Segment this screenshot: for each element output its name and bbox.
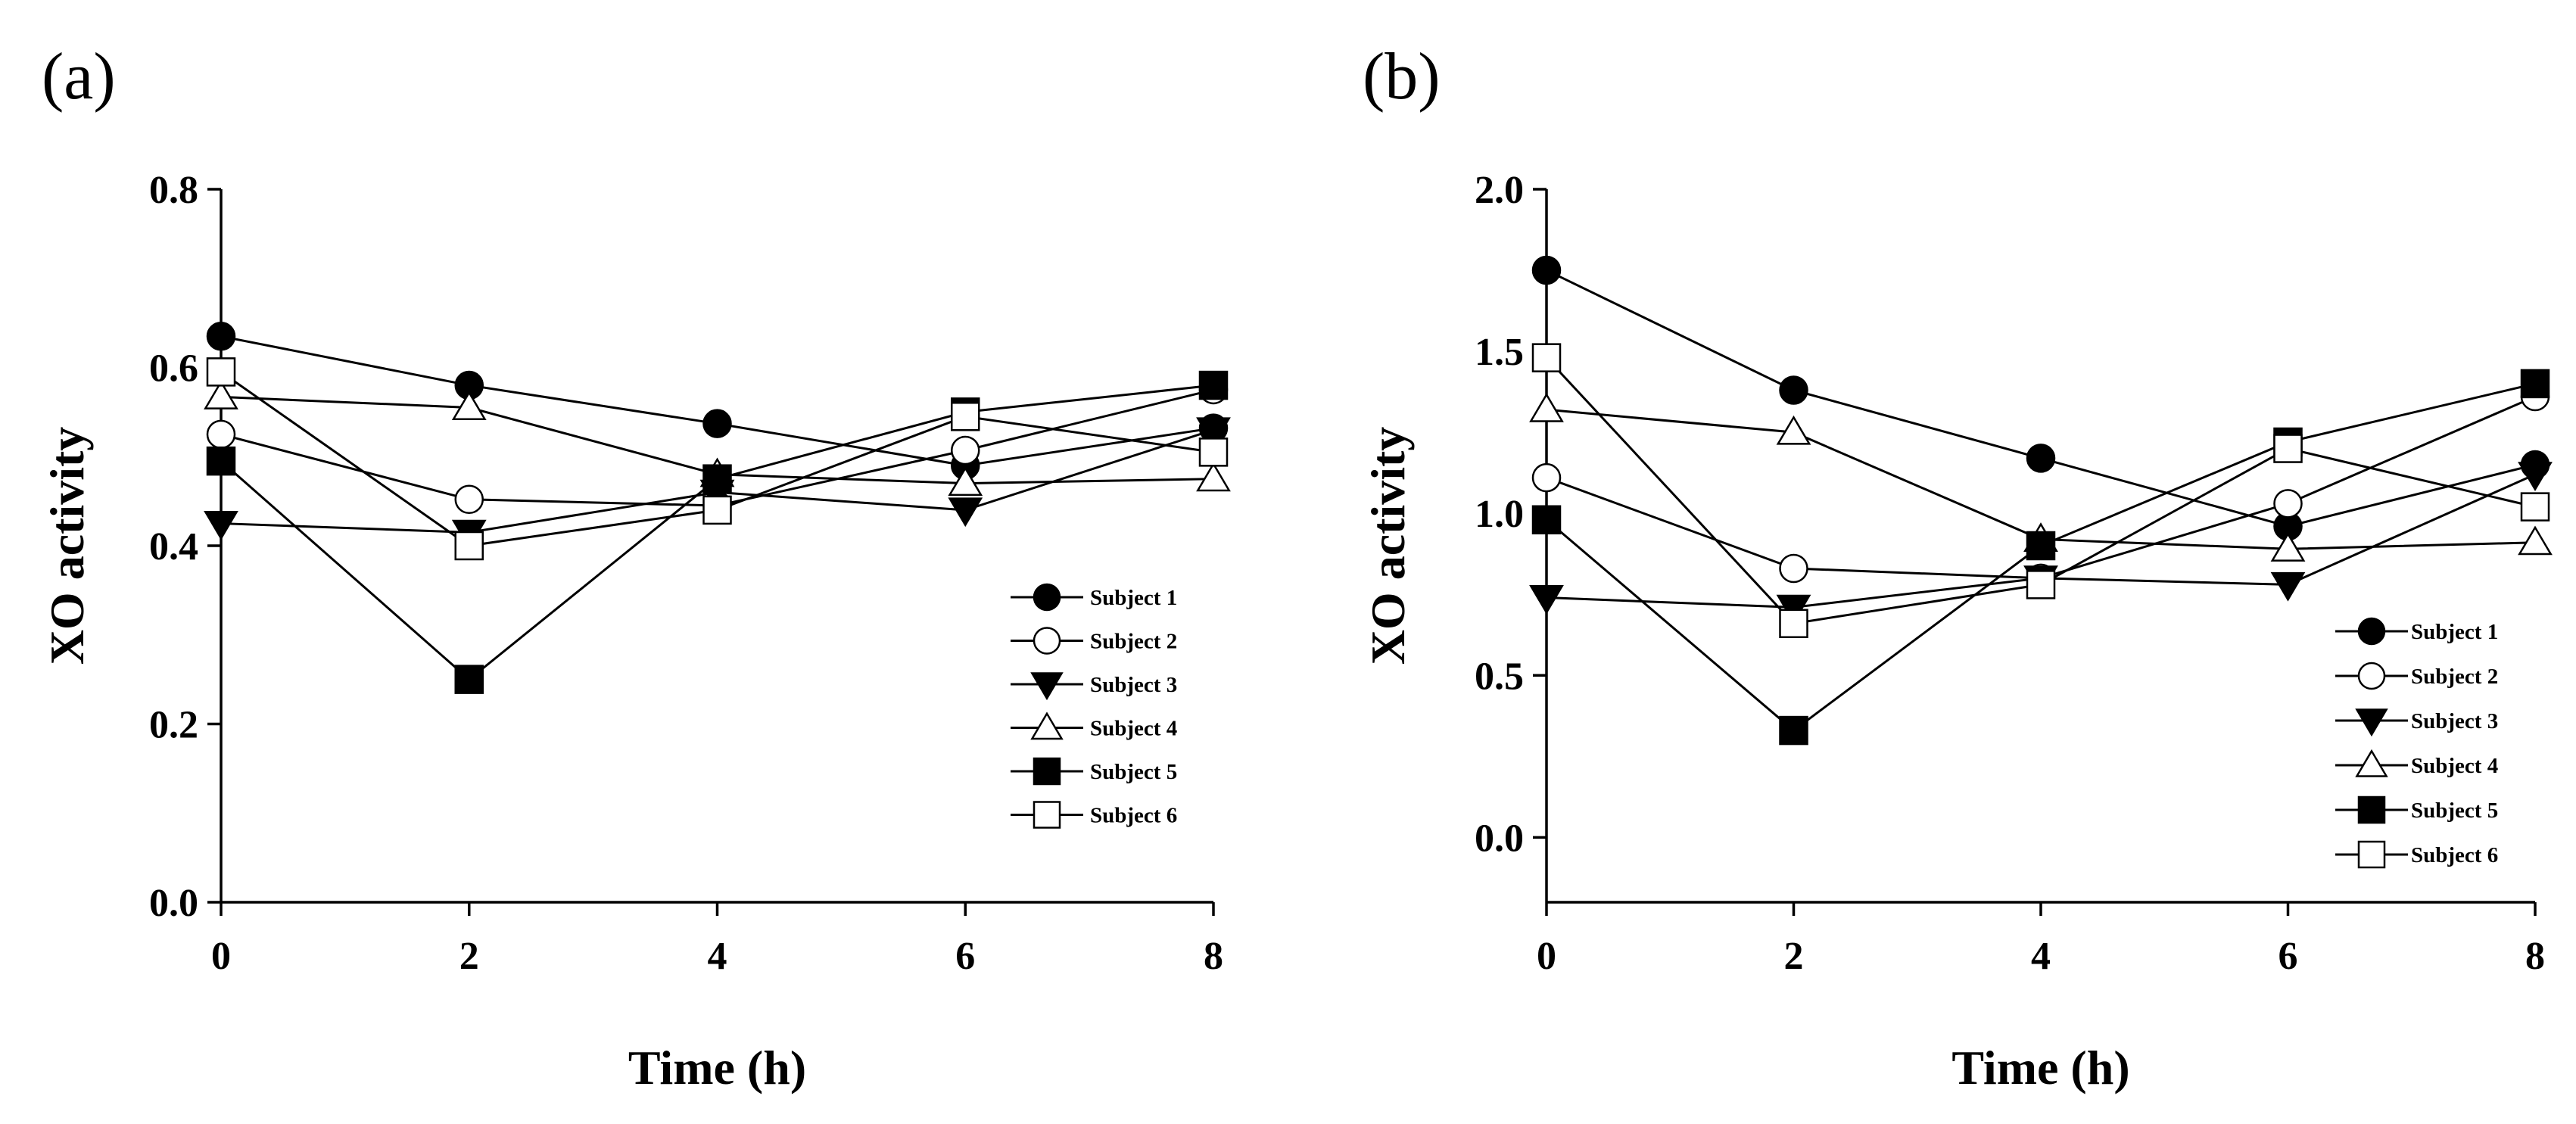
legend-label: Subject 6 <box>2411 843 2498 867</box>
data-point-subject-6 <box>2273 434 2303 463</box>
data-point-subject-5 <box>2520 369 2550 399</box>
legend-label: Subject 5 <box>2411 799 2498 823</box>
legend-marker <box>1033 757 1061 786</box>
y-tick-label: 1.5 <box>1475 331 1524 374</box>
y-tick-label: 0.4 <box>149 525 198 568</box>
data-point-subject-5 <box>206 446 236 476</box>
legend-label: Subject 5 <box>1090 760 1177 784</box>
data-point-subject-5 <box>702 464 732 494</box>
data-point-subject-6 <box>951 402 980 431</box>
data-point-subject-4 <box>1529 392 1564 422</box>
data-point-subject-3 <box>2518 462 2553 492</box>
data-point-subject-2 <box>951 435 980 465</box>
legend-marker <box>2357 662 2386 690</box>
y-tick-label: 2.0 <box>1475 169 1524 212</box>
x-tick-label: 6 <box>955 935 975 978</box>
x-tick-label: 8 <box>2525 935 2545 978</box>
panel-label: (b) <box>1363 40 1441 114</box>
chart-panel-a: (a) 0.0 0.2 0.4 0.6 0.8 0 2 4 6 8 Time (h) XO activi… <box>40 40 1231 1094</box>
y-tick-label: 0.0 <box>149 882 198 925</box>
legend-label: Subject 1 <box>2411 620 2498 644</box>
data-point-subject-3 <box>204 511 238 540</box>
data-point-subject-1 <box>206 322 236 351</box>
data-point-subject-1 <box>2026 444 2056 473</box>
x-tick-label: 0 <box>211 935 231 978</box>
data-point-subject-5 <box>2026 531 2056 561</box>
data-point-subject-4 <box>1776 415 1811 445</box>
legend: Subject 1 Subject 2 Subject 3 Subject 4 Subj… <box>2335 617 2498 869</box>
data-point-subject-5 <box>1531 505 1562 534</box>
data-point-subject-2 <box>206 419 236 450</box>
data-point-subject-6 <box>702 495 732 525</box>
x-tick-label: 4 <box>708 935 727 978</box>
data-point-subject-6 <box>1198 437 1229 467</box>
data-point-subject-3 <box>948 497 983 528</box>
data-point-subject-6 <box>454 531 484 561</box>
panel-label: (a) <box>42 40 116 114</box>
data-point-subject-2 <box>1779 553 1808 584</box>
legend-label: Subject 2 <box>1090 630 1177 654</box>
data-point-subject-6 <box>1531 343 1562 372</box>
legend-marker <box>2357 796 2386 824</box>
legend-marker <box>1033 583 1061 612</box>
data-point-subject-4 <box>451 391 487 421</box>
y-axis-title: XO activity <box>1361 427 1415 665</box>
legend-marker <box>1030 672 1064 701</box>
x-axis-title: Time (h) <box>628 1041 806 1094</box>
data-point-subject-1 <box>1531 255 1562 285</box>
x-tick-label: 2 <box>1784 935 1804 978</box>
y-tick-label: 0.6 <box>149 347 198 391</box>
data-point-subject-4 <box>1196 462 1231 492</box>
legend-label: Subject 6 <box>1090 804 1177 828</box>
legend-label: Subject 1 <box>1090 586 1177 610</box>
data-point-subject-3 <box>1529 584 1564 615</box>
legend-marker <box>2357 617 2386 646</box>
y-tick-label: 0.8 <box>149 169 198 212</box>
data-point-subject-4 <box>2518 525 2553 556</box>
legend-marker <box>1033 627 1061 655</box>
data-point-subject-5 <box>1779 715 1808 746</box>
data-point-subject-1 <box>702 409 732 438</box>
x-tick-label: 6 <box>2279 935 2298 978</box>
data-point-subject-5 <box>454 665 484 694</box>
y-tick-label: 0.0 <box>1475 817 1524 860</box>
series-line-subject-1 <box>1546 269 2536 528</box>
x-tick-label: 0 <box>1537 935 1556 978</box>
data-point-subject-1 <box>1779 375 1808 405</box>
x-tick-label: 8 <box>1204 935 1223 978</box>
x-axis-title: Time (h) <box>1951 1041 2129 1094</box>
x-tick-label: 4 <box>2031 935 2051 978</box>
data-point-subject-4 <box>948 466 983 497</box>
data-point-subject-4 <box>2270 532 2306 562</box>
legend-label: Subject 3 <box>1090 673 1177 697</box>
data-point-subject-6 <box>1779 609 1808 639</box>
data-point-subject-6 <box>206 357 236 387</box>
legend-label: Subject 4 <box>1090 717 1177 741</box>
legend-marker <box>2355 708 2388 737</box>
legend: Subject 1 Subject 2 Subject 3 Subject 4 Subj… <box>1011 583 1177 829</box>
legend-label: Subject 2 <box>2411 665 2498 689</box>
chart-panel-b: (b) 0.0 0.5 1.0 1.5 2.0 0 2 4 6 8 Time (h) XO activi… <box>1361 40 2553 1094</box>
y-tick-label: 1.0 <box>1475 493 1524 536</box>
y-tick-label: 0.2 <box>149 704 198 747</box>
data-point-subject-6 <box>2520 492 2550 522</box>
data-point-subject-3 <box>2270 571 2306 602</box>
data-point-subject-2 <box>454 484 484 515</box>
legend-label: Subject 3 <box>2411 709 2498 733</box>
legend-marker <box>1030 711 1064 740</box>
x-tick-label: 2 <box>459 935 479 978</box>
data-point-subject-2 <box>1531 462 1562 493</box>
legend-marker <box>2355 749 2388 777</box>
legend-label: Subject 4 <box>2411 754 2498 778</box>
data-point-subject-2 <box>2273 489 2303 518</box>
y-axis-title: XO activity <box>40 427 94 665</box>
data-point-subject-4 <box>204 380 238 409</box>
data-point-subject-3 <box>1196 417 1231 447</box>
data-point-subject-5 <box>1198 370 1229 400</box>
y-tick-label: 0.5 <box>1475 655 1524 698</box>
data-point-subject-6 <box>2026 570 2056 599</box>
legend-marker <box>2357 840 2386 869</box>
legend-marker <box>1033 801 1061 829</box>
